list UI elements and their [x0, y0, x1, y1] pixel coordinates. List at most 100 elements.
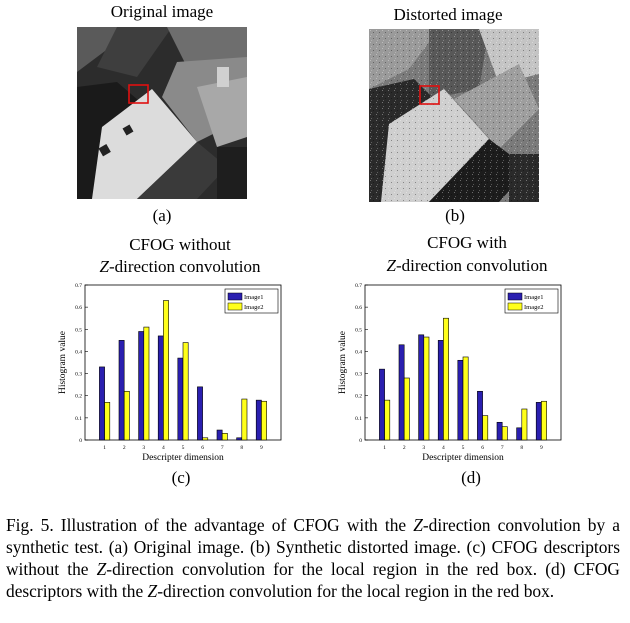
y-tick-label: 0.6 [75, 305, 82, 311]
panel-a-title: Original image [110, 2, 214, 21]
x-tick-label: 9 [540, 445, 543, 451]
distorted-image [369, 29, 539, 202]
y-tick-label: 0.1 [355, 416, 362, 422]
bar-image1-3 [418, 334, 425, 441]
panel-d-title-line2-text: -direction convolution [395, 256, 548, 275]
x-tick-label: 1 [103, 445, 106, 451]
panel-c-label: (c) [171, 468, 191, 487]
bar-image2-7 [221, 433, 228, 441]
panel-d-title-line2: Z-direction convolution [386, 256, 548, 275]
x-tick-label: 5 [182, 445, 185, 451]
x-tick-label: 1 [383, 445, 386, 451]
x-tick-label: 6 [481, 445, 484, 451]
panel-d-title-line1: CFOG with [427, 233, 507, 252]
bar-image1-4 [437, 340, 444, 441]
legend-label-image1: Image1 [244, 294, 264, 301]
y-tick-label: 0.2 [75, 394, 82, 400]
x-tick-label: 6 [201, 445, 204, 451]
x-tick-label: 7 [501, 445, 504, 451]
x-tick-label: 8 [240, 445, 243, 451]
bar-image1-9 [535, 402, 542, 441]
bar-image2-2 [403, 377, 410, 441]
bar-image1-5 [457, 359, 464, 441]
bar-image1-8 [516, 427, 523, 441]
bar-image1-7 [216, 429, 223, 441]
bar-image1-6 [477, 390, 483, 441]
x-tick-label: 8 [520, 445, 523, 451]
bar-image2-6 [202, 437, 209, 441]
bar-image1-9 [255, 399, 262, 441]
bar-image1-4 [157, 335, 164, 441]
legend-swatch-image2 [227, 302, 243, 311]
figure-caption: Fig. 5. Illustration of the advantage of… [6, 514, 620, 602]
y-tick-label: 0.7 [355, 283, 362, 289]
bar-image2-7 [501, 426, 508, 441]
x-tick-label: 7 [221, 445, 224, 451]
bar-image2-8 [521, 408, 528, 441]
caption-part-4: -direction convolution for the local reg… [157, 581, 555, 601]
y-tick-label: 0.3 [355, 372, 362, 378]
bar-image1-3 [138, 331, 145, 441]
y-tick-label: 0.2 [355, 394, 362, 400]
x-axis-label: Descripter dimension [142, 453, 224, 463]
original-image [77, 27, 247, 199]
caption-z-3: Z [147, 581, 158, 601]
chart-c: 0 0.1 0.2 0.3 0.4 0.5 0.6 0.7 1 2 3 4 5 6 7 8 9 Descripte… [58, 283, 282, 463]
legend-swatch-image1 [227, 292, 243, 301]
red-box [128, 84, 149, 104]
bar-image1-1 [99, 366, 105, 441]
x-tick-label: 3 [422, 445, 425, 451]
red-box [419, 85, 440, 105]
bar-image2-4 [163, 300, 169, 441]
bar-image1-1 [379, 368, 385, 441]
caption-part-2: -direction convolution by a synthetic te… [6, 515, 620, 579]
bar-image2-2 [123, 390, 130, 441]
caption-part-1: Fig. 5. Illustration of the advantage of… [6, 515, 414, 535]
caption-z-2: Z [96, 559, 107, 579]
bar-image2-9 [541, 400, 547, 441]
y-tick-label: 0.4 [355, 349, 362, 355]
bar-image1-8 [236, 437, 243, 441]
y-tick-label: 0 [359, 438, 362, 444]
x-tick-label: 4 [442, 445, 445, 451]
bar-image1-2 [118, 340, 125, 441]
y-axis-label: Histogram value [58, 331, 68, 394]
panel-b-label: (b) [445, 206, 465, 225]
x-tick-label: 4 [162, 445, 165, 451]
y-tick-label: 0.1 [75, 416, 82, 422]
bar-image1-2 [398, 344, 405, 441]
bar-image2-5 [462, 356, 469, 441]
caption-part-3: -direction convolution for the local reg… [6, 559, 620, 601]
panel-c-title-line2-text: -direction convolution [108, 257, 261, 276]
legend-label-image2: Image2 [524, 304, 544, 311]
panel-a-label: (a) [152, 206, 172, 225]
bar-image1-6 [197, 386, 203, 441]
panel-b-title: Distorted image [393, 5, 503, 24]
x-axis-label: Descripter dimension [422, 453, 504, 463]
bar-image2-8 [241, 398, 248, 441]
x-tick-label: 2 [403, 445, 406, 451]
bar-image2-6 [482, 415, 489, 441]
x-tick-label: 5 [462, 445, 465, 451]
bar-image1-5 [177, 357, 184, 441]
bar-image1-7 [496, 421, 503, 441]
caption-z-1: Z [413, 515, 423, 535]
x-tick-label: 9 [260, 445, 263, 451]
panel-d-label: (d) [461, 468, 481, 487]
y-tick-label: 0.4 [75, 349, 82, 355]
y-tick-label: 0.5 [75, 327, 82, 333]
bar-image2-1 [104, 402, 111, 441]
x-tick-label: 2 [123, 445, 126, 451]
panel-c-title-line2: Z-direction convolution [99, 257, 261, 276]
bar-image2-3 [143, 326, 150, 441]
bar-image2-1 [384, 399, 391, 441]
legend-swatch-image2 [507, 302, 523, 311]
distorted-image-graphic [369, 29, 539, 202]
legend-swatch-image1 [507, 292, 523, 301]
y-axis-label: Histogram value [338, 331, 348, 394]
bar-image2-4 [443, 317, 449, 441]
y-tick-label: 0.3 [75, 372, 82, 378]
chart-d: 0 0.1 0.2 0.3 0.4 0.5 0.6 0.7 1 2 3 4 5 6 7 8 9 Descripte… [338, 283, 562, 463]
y-tick-label: 0.6 [355, 305, 362, 311]
bar-image2-3 [423, 336, 430, 441]
